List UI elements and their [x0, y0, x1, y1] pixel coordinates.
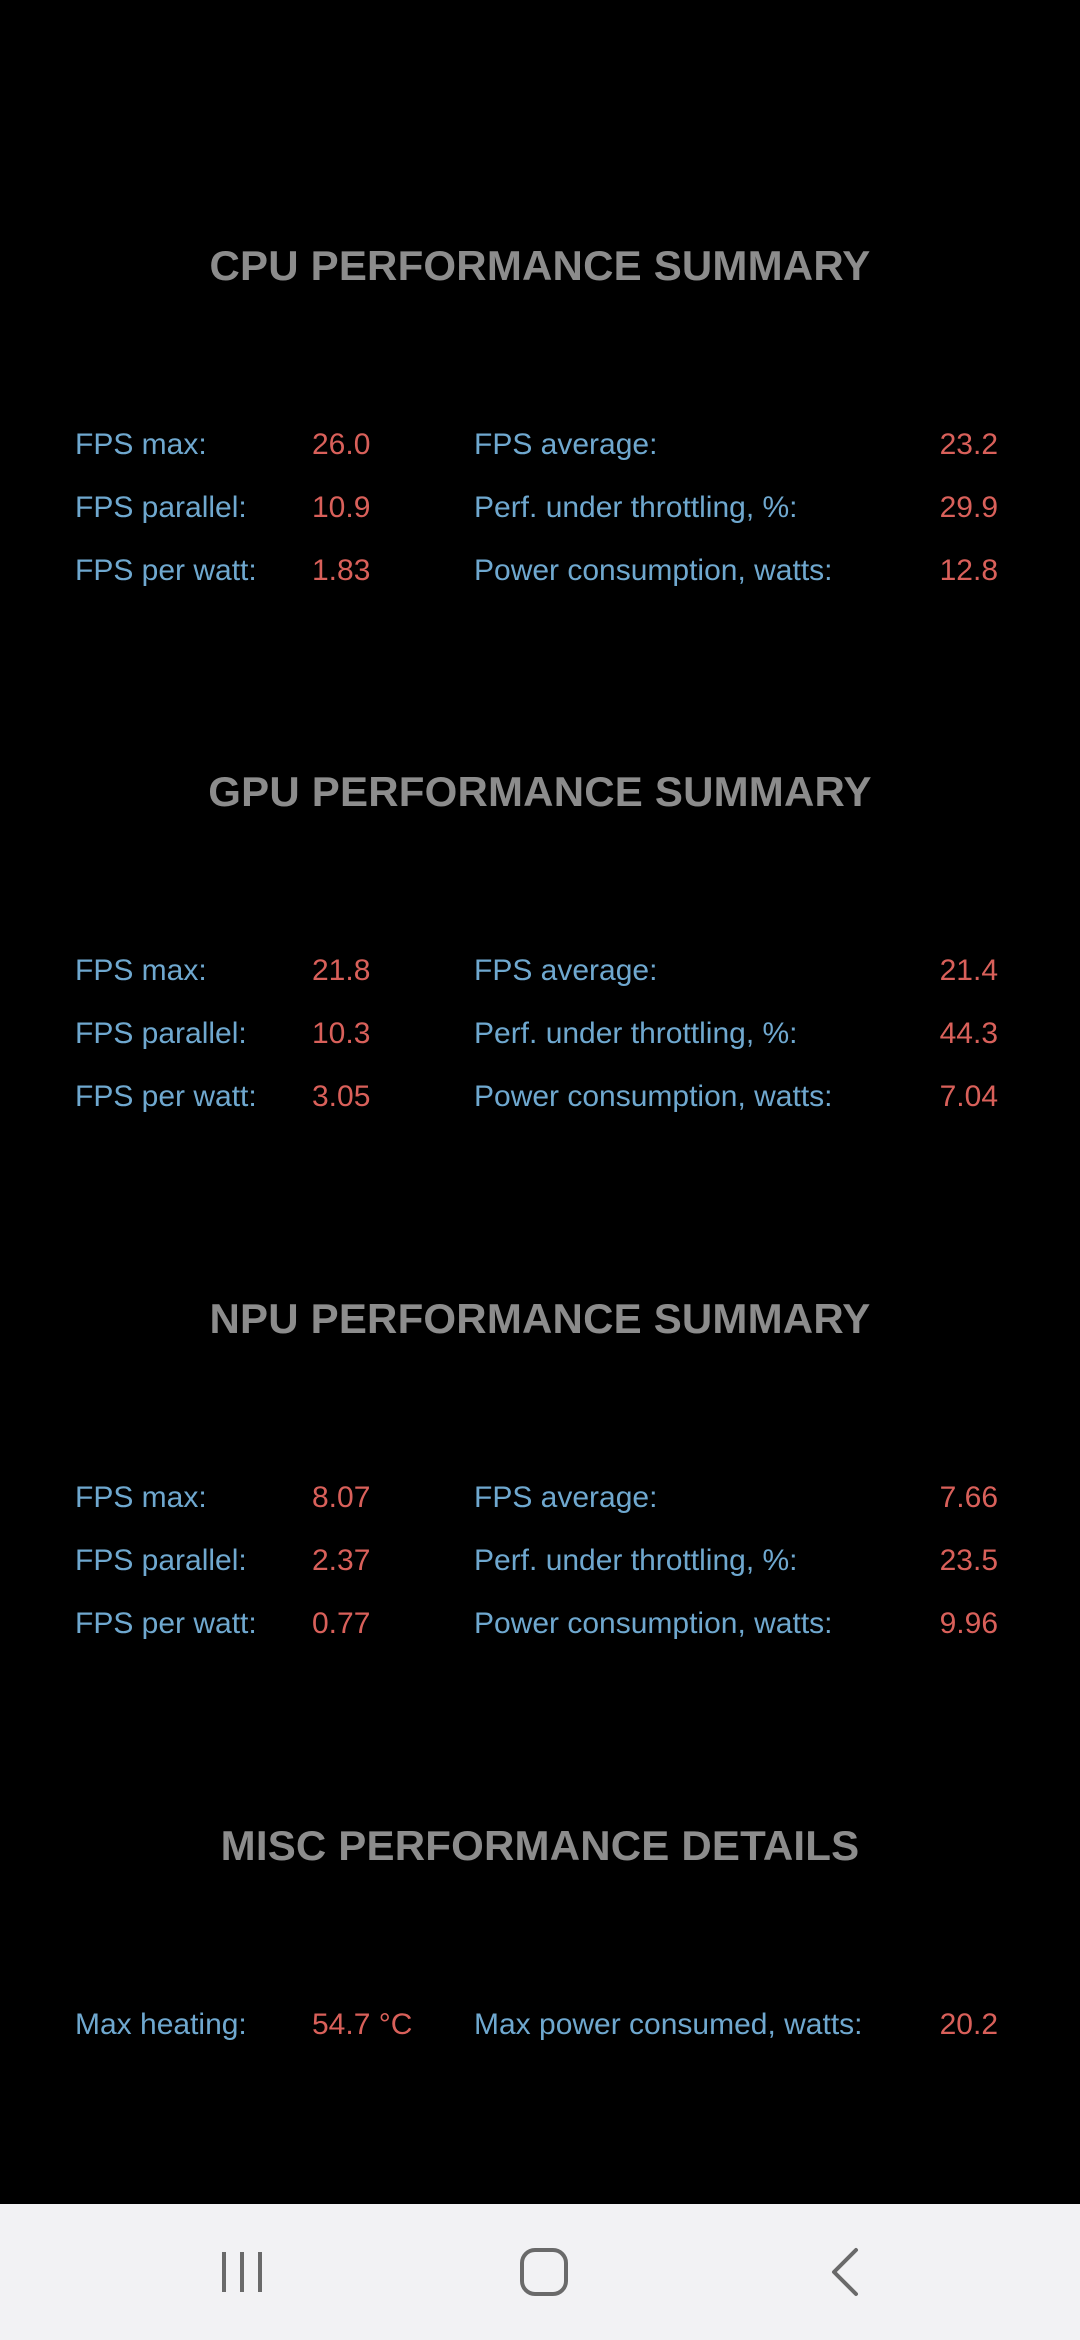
- stat-row: FPS max: 21.8 FPS average: 21.4: [0, 949, 1080, 993]
- stat-value: 12.8: [939, 554, 998, 587]
- stat-value: 0.77: [312, 1607, 371, 1640]
- stat-row: FPS max: 8.07 FPS average: 7.66: [0, 1476, 1080, 1520]
- stat-value: 20.2: [939, 2008, 998, 2041]
- stat-label: FPS per watt:: [75, 554, 257, 587]
- stat-label: Perf. under throttling, %:: [474, 491, 798, 524]
- stat-label: FPS average:: [474, 954, 658, 987]
- stat-value: 26.0: [312, 428, 371, 461]
- stat-label: Perf. under throttling, %:: [474, 1017, 798, 1050]
- stat-row: Max heating: 54.7 °C Max power consumed,…: [0, 2003, 1080, 2047]
- stat-value: 29.9: [939, 491, 998, 524]
- stat-value: 9.96: [939, 1607, 998, 1640]
- stat-value: 8.07: [312, 1481, 371, 1514]
- section-title: GPU PERFORMANCE SUMMARY: [208, 768, 872, 815]
- stat-row: FPS per watt: 0.77 Power consumption, wa…: [0, 1602, 1080, 1646]
- stat-value: 7.66: [939, 1481, 998, 1514]
- stat-label: FPS max:: [75, 428, 207, 461]
- benchmark-results-screen: CPU PERFORMANCE SUMMARY FPS max: 26.0 FP…: [0, 242, 1080, 2047]
- stat-value: 54.7 °C: [312, 2008, 413, 2041]
- stat-label: Perf. under throttling, %:: [474, 1544, 798, 1577]
- stat-value: 23.5: [939, 1544, 998, 1577]
- stat-row: FPS parallel: 2.37 Perf. under throttlin…: [0, 1539, 1080, 1583]
- stat-row: FPS max: 26.0 FPS average: 23.2: [0, 423, 1080, 467]
- back-icon: [832, 2248, 858, 2296]
- stat-label: Power consumption, watts:: [474, 554, 833, 587]
- stat-value: 10.9: [312, 491, 371, 524]
- section-title: CPU PERFORMANCE SUMMARY: [209, 242, 871, 289]
- stat-row: FPS parallel: 10.9 Perf. under throttlin…: [0, 486, 1080, 530]
- back-button[interactable]: [786, 2232, 906, 2312]
- stat-value: 21.4: [939, 954, 998, 987]
- stat-label: Max heating:: [75, 2008, 247, 2041]
- section-title: NPU PERFORMANCE SUMMARY: [209, 1295, 871, 1342]
- stat-value: 7.04: [939, 1080, 998, 1113]
- stat-value: 3.05: [312, 1080, 371, 1113]
- stat-label: Max power consumed, watts:: [474, 2008, 863, 2041]
- stat-label: FPS per watt:: [75, 1607, 257, 1640]
- stat-value: 44.3: [939, 1017, 998, 1050]
- stat-label: FPS parallel:: [75, 1544, 247, 1577]
- stat-label: FPS max:: [75, 1481, 207, 1514]
- stat-label: FPS max:: [75, 954, 207, 987]
- stat-label: FPS parallel:: [75, 491, 247, 524]
- stat-row: FPS per watt: 3.05 Power consumption, wa…: [0, 1075, 1080, 1119]
- stat-label: Power consumption, watts:: [474, 1607, 833, 1640]
- stat-label: FPS average:: [474, 1481, 658, 1514]
- home-icon: [520, 2248, 568, 2296]
- section-title: MISC PERFORMANCE DETAILS: [220, 1822, 860, 1869]
- system-navigation-bar: [0, 2204, 1080, 2340]
- stat-value: 23.2: [939, 428, 998, 461]
- stat-row: FPS parallel: 10.3 Perf. under throttlin…: [0, 1012, 1080, 1056]
- stat-value: 1.83: [312, 554, 371, 587]
- stat-label: Power consumption, watts:: [474, 1080, 833, 1113]
- recent-apps-icon: [222, 2252, 262, 2292]
- stat-value: 2.37: [312, 1544, 371, 1577]
- stat-value: 10.3: [312, 1017, 371, 1050]
- stat-label: FPS parallel:: [75, 1017, 247, 1050]
- stat-value: 21.8: [312, 954, 371, 987]
- stat-row: FPS per watt: 1.83 Power consumption, wa…: [0, 549, 1080, 593]
- stat-label: FPS average:: [474, 428, 658, 461]
- recent-apps-button[interactable]: [182, 2232, 302, 2312]
- home-button[interactable]: [484, 2232, 604, 2312]
- stat-label: FPS per watt:: [75, 1080, 257, 1113]
